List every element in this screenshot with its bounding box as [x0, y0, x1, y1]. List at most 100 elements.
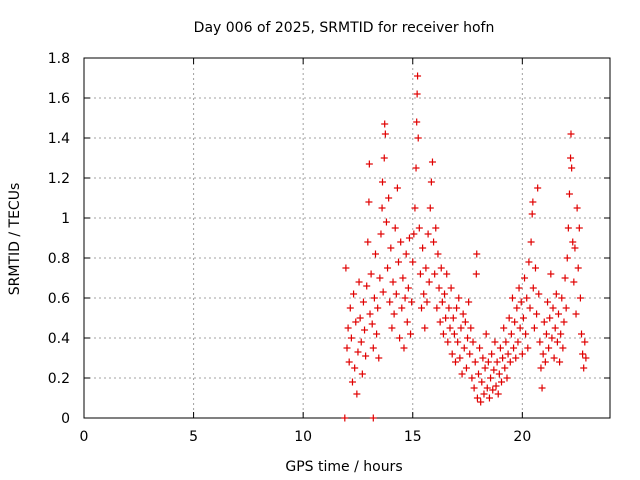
data-point: [527, 238, 535, 246]
data-point: [409, 258, 417, 266]
data-point: [553, 338, 561, 346]
data-point: [525, 258, 533, 266]
data-point: [422, 264, 430, 272]
data-point: [365, 198, 373, 206]
data-point: [505, 314, 513, 322]
data-point: [353, 390, 361, 398]
data-point: [531, 264, 539, 272]
x-tick-label: 0: [80, 429, 89, 445]
data-point: [468, 374, 476, 382]
data-point: [358, 370, 366, 378]
data-point: [508, 294, 516, 302]
data-point: [480, 390, 488, 398]
data-point: [369, 344, 377, 352]
data-point: [499, 354, 507, 362]
data-point: [351, 364, 359, 372]
y-tick-label: 0.2: [48, 371, 70, 387]
data-point: [434, 250, 442, 258]
data-point: [504, 350, 512, 358]
data-point: [563, 254, 571, 262]
plot-frame: [83, 57, 611, 419]
data-point: [367, 270, 375, 278]
data-point: [376, 274, 384, 282]
x-tick-label: 10: [294, 429, 312, 445]
data-point: [519, 314, 527, 322]
data-point: [473, 394, 481, 402]
data-point: [355, 278, 363, 286]
data-point: [552, 290, 560, 298]
data-point: [348, 378, 356, 386]
data-point: [548, 334, 556, 342]
data-point: [544, 298, 552, 306]
data-point: [490, 366, 498, 374]
data-point: [556, 358, 564, 366]
data-point: [454, 338, 462, 346]
data-point: [456, 354, 464, 362]
data-point: [512, 354, 520, 362]
data-point: [546, 314, 554, 322]
data-point: [578, 330, 586, 338]
data-point: [450, 330, 458, 338]
data-point: [489, 386, 497, 394]
data-point: [477, 398, 485, 406]
data-point: [431, 270, 439, 278]
data-point: [410, 230, 418, 238]
x-tick-label: 5: [189, 429, 198, 445]
data-point: [476, 344, 484, 352]
data-point: [438, 298, 446, 306]
data-point: [389, 278, 397, 286]
data-point: [365, 160, 373, 168]
data-point: [392, 290, 400, 298]
data-point: [496, 344, 504, 352]
grid-lines: [84, 58, 610, 418]
data-point: [341, 414, 349, 422]
data-point: [437, 264, 445, 272]
data-point: [571, 244, 579, 252]
data-point: [545, 344, 553, 352]
data-point: [378, 204, 386, 212]
data-point: [501, 364, 509, 372]
y-tick-label: 1.8: [48, 51, 70, 67]
data-point: [467, 324, 475, 332]
data-point: [401, 294, 409, 302]
data-point: [393, 184, 401, 192]
data-point: [370, 294, 378, 302]
data-point: [442, 314, 450, 322]
data-point: [395, 258, 403, 266]
data-point: [516, 324, 524, 332]
data-point: [551, 324, 559, 332]
data-point: [346, 304, 354, 312]
data-point: [385, 194, 393, 202]
data-point: [345, 358, 353, 366]
data-point: [402, 250, 410, 258]
data-point: [488, 350, 496, 358]
data-point: [400, 344, 408, 352]
y-tick-label: 0.8: [48, 251, 70, 267]
data-point: [352, 318, 360, 326]
data-point: [368, 320, 376, 328]
data-point: [513, 304, 521, 312]
data-point: [494, 390, 502, 398]
data-point: [528, 210, 536, 218]
data-point: [414, 72, 422, 80]
data-point: [380, 154, 388, 162]
data-point: [549, 304, 557, 312]
data-point: [541, 358, 549, 366]
y-tick-label: 1.2: [48, 171, 70, 187]
data-point: [449, 314, 457, 322]
data-point: [506, 358, 514, 366]
data-point: [405, 234, 413, 242]
data-point: [404, 284, 412, 292]
data-point: [521, 274, 529, 282]
data-point: [366, 310, 374, 318]
data-point: [465, 298, 473, 306]
data-point: [407, 330, 415, 338]
data-point: [350, 290, 358, 298]
data-point: [343, 344, 351, 352]
data-point: [523, 294, 531, 302]
data-point: [492, 382, 500, 390]
data-point: [362, 352, 370, 360]
data-point: [459, 310, 467, 318]
data-point: [387, 244, 395, 252]
